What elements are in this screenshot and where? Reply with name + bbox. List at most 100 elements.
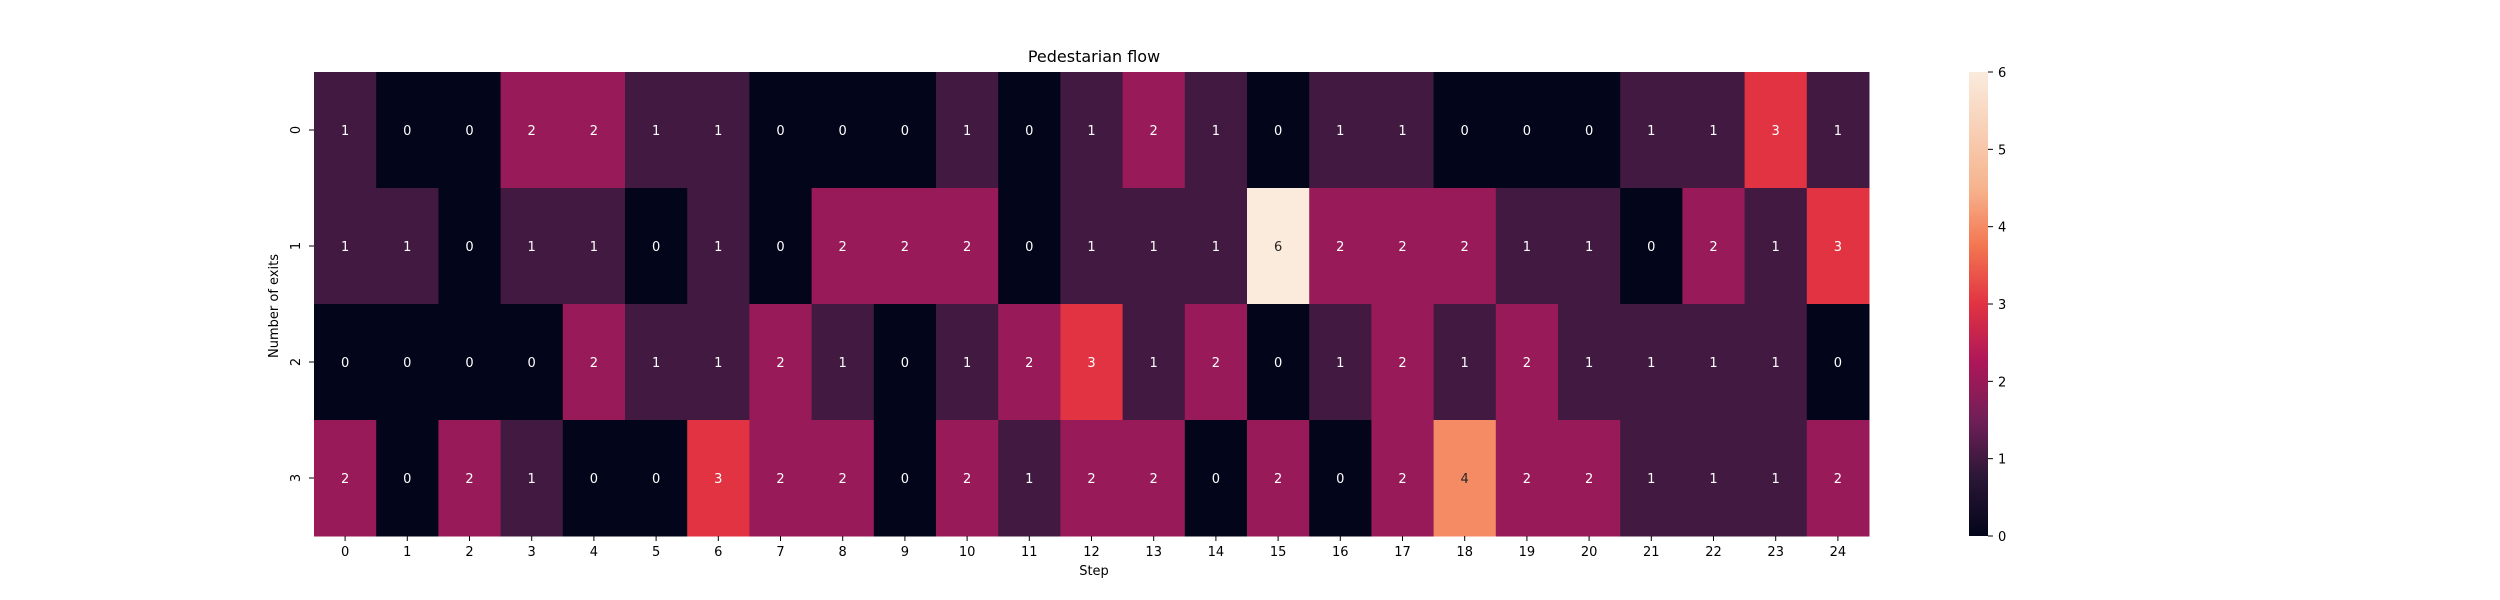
cell-value-label: 1 bbox=[1647, 472, 1655, 487]
cell-value-label: 1 bbox=[1709, 356, 1717, 371]
x-tick-label: 22 bbox=[1705, 545, 1722, 560]
heatmap-cell bbox=[314, 420, 377, 537]
cell-value-label: 0 bbox=[776, 240, 784, 255]
cell-value-label: 0 bbox=[901, 356, 909, 371]
cell-value-label: 1 bbox=[1772, 240, 1780, 255]
heatmap-cell bbox=[438, 304, 502, 421]
colorbar-tick-label: 5 bbox=[1998, 143, 2006, 158]
cell-value-label: 1 bbox=[714, 124, 722, 139]
x-tick-label: 21 bbox=[1643, 545, 1660, 560]
heatmap-cell bbox=[998, 304, 1061, 421]
cell-value-label: 0 bbox=[1523, 124, 1531, 139]
heatmap-cell bbox=[687, 188, 750, 305]
heatmap-cell bbox=[1060, 72, 1124, 189]
x-tick-label: 4 bbox=[590, 545, 598, 560]
heatmap-cell bbox=[936, 420, 999, 537]
heatmap-cell bbox=[1122, 188, 1186, 305]
x-tick-label: 24 bbox=[1830, 545, 1847, 560]
y-axis-label: Number of exits bbox=[267, 254, 282, 358]
cell-value-label: 0 bbox=[403, 124, 411, 139]
cell-value-label: 0 bbox=[901, 472, 909, 487]
heatmap-cell bbox=[1060, 188, 1124, 305]
heatmap-cell bbox=[562, 72, 626, 189]
heatmap-cell bbox=[1620, 420, 1683, 537]
cell-value-label: 2 bbox=[1398, 356, 1406, 371]
heatmap-cell bbox=[500, 188, 564, 305]
colorbar-tick-label: 4 bbox=[1998, 221, 2006, 236]
heatmap-cell bbox=[562, 420, 626, 537]
heatmap-cell bbox=[998, 188, 1061, 305]
heatmap-cell bbox=[749, 188, 813, 305]
heatmap-cell bbox=[1495, 304, 1559, 421]
cell-value-label: 1 bbox=[1398, 124, 1406, 139]
cell-value-label: 1 bbox=[1461, 356, 1469, 371]
heatmap-cell bbox=[687, 72, 750, 189]
cell-value-label: 1 bbox=[1212, 124, 1220, 139]
heatmap-cell bbox=[1558, 304, 1621, 421]
cell-value-label: 1 bbox=[1087, 124, 1095, 139]
heatmap-cell bbox=[749, 420, 813, 537]
heatmap-cell bbox=[936, 72, 999, 189]
chart-title: Pedestarian flow bbox=[1028, 47, 1160, 66]
cell-value-label: 1 bbox=[1150, 240, 1158, 255]
heatmap-cell bbox=[749, 304, 813, 421]
cell-value-label: 1 bbox=[1087, 240, 1095, 255]
cell-value-label: 2 bbox=[590, 124, 598, 139]
x-tick-label: 15 bbox=[1270, 545, 1287, 560]
cell-value-label: 1 bbox=[1025, 472, 1033, 487]
cell-value-label: 1 bbox=[839, 356, 847, 371]
heatmap-cell bbox=[562, 188, 626, 305]
cell-value-label: 1 bbox=[403, 240, 411, 255]
cell-value-label: 0 bbox=[465, 356, 473, 371]
heatmap-cell bbox=[1247, 420, 1310, 537]
heatmap-cell bbox=[1806, 188, 1870, 305]
cell-value-label: 0 bbox=[403, 356, 411, 371]
heatmap-cell bbox=[1495, 188, 1559, 305]
heatmap-cell bbox=[376, 304, 439, 421]
heatmap-cell bbox=[562, 304, 626, 421]
cell-value-label: 2 bbox=[776, 472, 784, 487]
cell-value-label: 2 bbox=[1398, 240, 1406, 255]
cell-value-label: 2 bbox=[1709, 240, 1717, 255]
x-tick-label: 0 bbox=[341, 545, 349, 560]
heatmap-cell bbox=[936, 304, 999, 421]
x-tick-label: 16 bbox=[1332, 545, 1349, 560]
x-axis-ticks: 0 1 2 3 4 5 6 7 8 9 10 11 12 13 14 15 16 17 18 19 20 21 22 23 24 bbox=[341, 536, 1846, 560]
cell-value-label: 0 bbox=[528, 356, 536, 371]
cell-value-label: 0 bbox=[839, 124, 847, 139]
cell-value-label: 1 bbox=[1336, 356, 1344, 371]
heatmap-cell bbox=[500, 420, 564, 537]
cell-value-label: 0 bbox=[1585, 124, 1593, 139]
heatmap-cell bbox=[1682, 72, 1746, 189]
heatmap-cell bbox=[873, 188, 937, 305]
cell-value-label: 1 bbox=[1772, 356, 1780, 371]
cell-value-label: 0 bbox=[465, 124, 473, 139]
cell-value-label: 2 bbox=[1585, 472, 1593, 487]
cell-value-label: 0 bbox=[1834, 356, 1842, 371]
y-tick-label: 1 bbox=[289, 242, 304, 250]
heatmap-cell bbox=[376, 72, 439, 189]
heatmap-cell bbox=[1806, 72, 1870, 189]
cell-value-label: 2 bbox=[341, 472, 349, 487]
heatmap-cell bbox=[1433, 420, 1497, 537]
heatmap-cell bbox=[1371, 304, 1435, 421]
cell-value-label: 3 bbox=[1772, 124, 1780, 139]
heatmap-cell bbox=[749, 72, 813, 189]
cell-value-label: 0 bbox=[1336, 472, 1344, 487]
heatmap-cell bbox=[1495, 420, 1559, 537]
cell-value-label: 0 bbox=[1274, 124, 1282, 139]
cell-value-label: 2 bbox=[1461, 240, 1469, 255]
cell-value-label: 1 bbox=[1585, 356, 1593, 371]
x-tick-label: 7 bbox=[776, 545, 784, 560]
colorbar-ticks: 0 1 2 3 4 5 6 bbox=[1988, 66, 2006, 545]
heatmap-cell bbox=[314, 188, 377, 305]
cell-value-label: 1 bbox=[590, 240, 598, 255]
heatmap-cell bbox=[1371, 420, 1435, 537]
heatmap-cell bbox=[811, 420, 875, 537]
heatmap-cell bbox=[1184, 72, 1248, 189]
heatmap-cell bbox=[1309, 304, 1372, 421]
x-tick-label: 9 bbox=[901, 545, 909, 560]
heatmap-cell bbox=[1682, 188, 1746, 305]
heatmap-cell bbox=[687, 304, 750, 421]
